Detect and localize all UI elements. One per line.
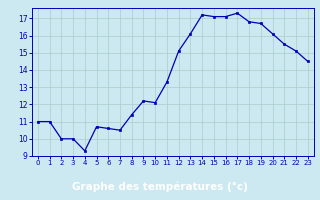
Text: Graphe des températures (°c): Graphe des températures (°c) — [72, 182, 248, 192]
